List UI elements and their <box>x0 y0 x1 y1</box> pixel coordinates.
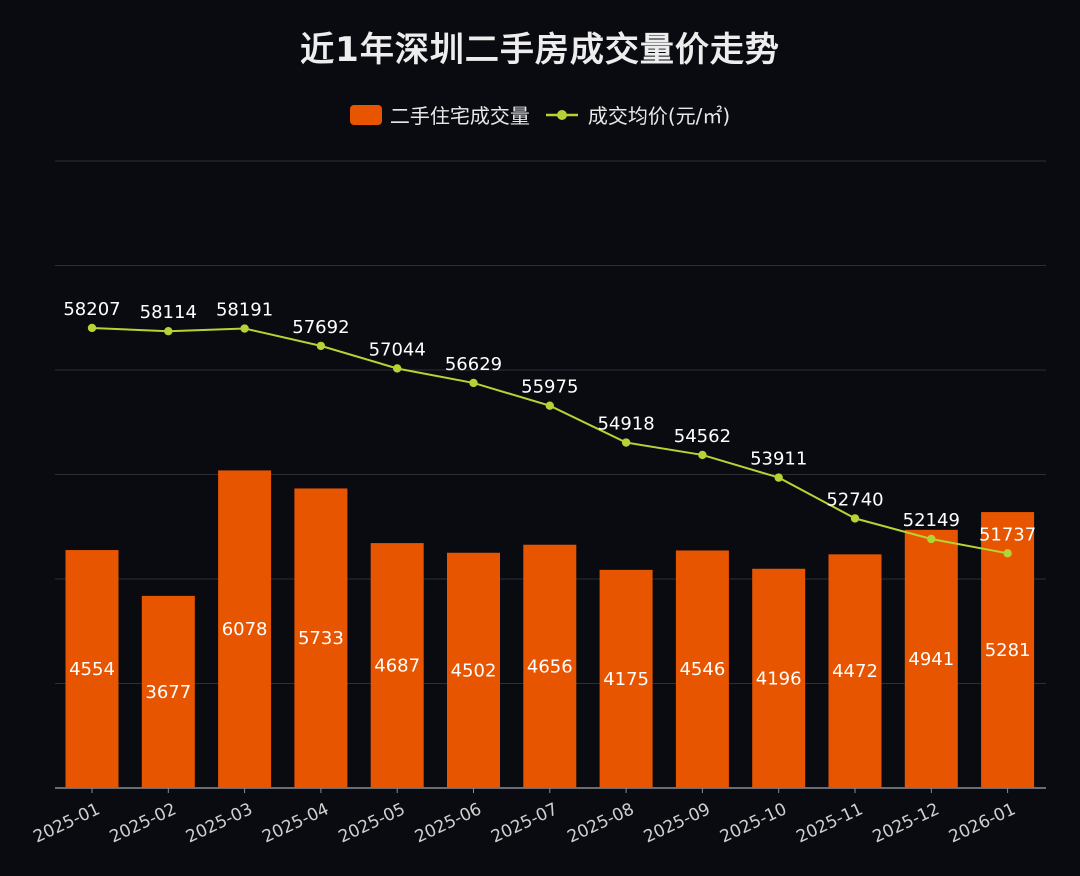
price-value-label: 58114 <box>140 302 197 323</box>
x-tick-label: 2025-12 <box>870 799 943 847</box>
legend-label-price: 成交均价(元/㎡) <box>587 104 731 128</box>
price-value-label: 58191 <box>216 300 273 321</box>
bar-value-label: 4502 <box>451 660 497 681</box>
price-point[interactable] <box>393 364 402 373</box>
price-value-label: 53911 <box>750 449 807 470</box>
price-point[interactable] <box>240 324 249 333</box>
bar-value-label: 4554 <box>69 659 115 680</box>
price-value-label: 52149 <box>903 510 960 531</box>
x-tick-label: 2025-06 <box>412 799 485 847</box>
bar-2025-11[interactable] <box>828 554 882 788</box>
x-tick-label: 2025-10 <box>717 799 790 847</box>
bar-2025-09[interactable] <box>675 550 729 788</box>
price-point[interactable] <box>164 326 173 336</box>
price-point[interactable] <box>316 341 326 351</box>
bar-2025-02[interactable] <box>141 595 195 788</box>
bar-2025-12[interactable] <box>904 529 958 788</box>
price-value-label: 58207 <box>63 299 120 320</box>
x-tick-label: 2025-05 <box>336 799 409 847</box>
bar-2025-03[interactable] <box>218 470 272 788</box>
bar-value-label: 4546 <box>679 659 725 680</box>
x-tick-label: 2025-03 <box>183 799 256 847</box>
price-value-label: 54918 <box>597 414 654 435</box>
x-tick-label: 2025-07 <box>488 799 561 847</box>
bar-2025-05[interactable] <box>370 543 424 788</box>
legend-label-volume: 二手住宅成交量 <box>389 104 530 128</box>
bar-value-label: 4196 <box>756 668 802 689</box>
price-value-label: 52740 <box>826 489 883 510</box>
price-point[interactable] <box>545 401 554 410</box>
x-tick-label: 2025-11 <box>793 799 866 847</box>
legend-bar-swatch-icon <box>349 104 382 125</box>
legend-item-price[interactable]: 成交均价(元/㎡) <box>544 100 730 129</box>
price-value-label: 57692 <box>292 317 349 338</box>
x-tick-label: 2025-02 <box>107 799 180 847</box>
x-tick-label: 2025-04 <box>259 799 332 847</box>
bar-2025-08[interactable] <box>599 569 653 788</box>
price-value-label: 57044 <box>369 339 426 360</box>
bar-2025-10[interactable] <box>752 568 806 788</box>
price-value-label: 56629 <box>445 354 502 375</box>
price-value-label: 54562 <box>674 426 731 447</box>
legend-line-swatch-icon <box>545 109 578 120</box>
price-point[interactable] <box>698 450 707 460</box>
legend-item-volume[interactable]: 二手住宅成交量 <box>349 100 530 129</box>
x-tick-label: 2025-01 <box>30 799 103 847</box>
bar-2025-01[interactable] <box>65 550 119 788</box>
price-point[interactable] <box>927 534 936 544</box>
bar-value-label: 3677 <box>145 682 191 703</box>
bar-value-label: 4656 <box>527 656 573 677</box>
bar-2025-04[interactable] <box>294 488 348 788</box>
price-value-label: 55975 <box>521 377 578 398</box>
chart-title: 近1年深圳二手房成交量价走势 <box>300 30 780 70</box>
price-point[interactable] <box>774 473 783 482</box>
x-tick-label: 2026-01 <box>946 799 1019 847</box>
bar-2025-07[interactable] <box>523 544 577 788</box>
bar-2026-01[interactable] <box>981 512 1035 788</box>
bar-2025-06[interactable] <box>447 552 500 788</box>
price-value-label: 51737 <box>979 524 1036 545</box>
price-point[interactable] <box>469 378 478 388</box>
x-tick-label: 2025-08 <box>564 799 637 847</box>
price-point[interactable] <box>850 514 860 523</box>
price-point[interactable] <box>621 438 631 447</box>
x-tick-label: 2025-09 <box>641 799 714 847</box>
bar-value-label: 5733 <box>298 628 344 649</box>
price-point[interactable] <box>87 323 97 333</box>
price-point[interactable] <box>1003 549 1012 558</box>
bar-value-label: 6078 <box>222 619 268 640</box>
bar-value-label: 5281 <box>985 640 1031 661</box>
bar-value-label: 4175 <box>603 669 649 690</box>
bar-value-label: 4472 <box>832 661 878 682</box>
legend: 二手住宅成交量 成交均价(元/㎡) <box>0 100 1080 129</box>
bar-value-label: 4941 <box>908 649 954 670</box>
bar-value-label: 4687 <box>374 656 420 677</box>
